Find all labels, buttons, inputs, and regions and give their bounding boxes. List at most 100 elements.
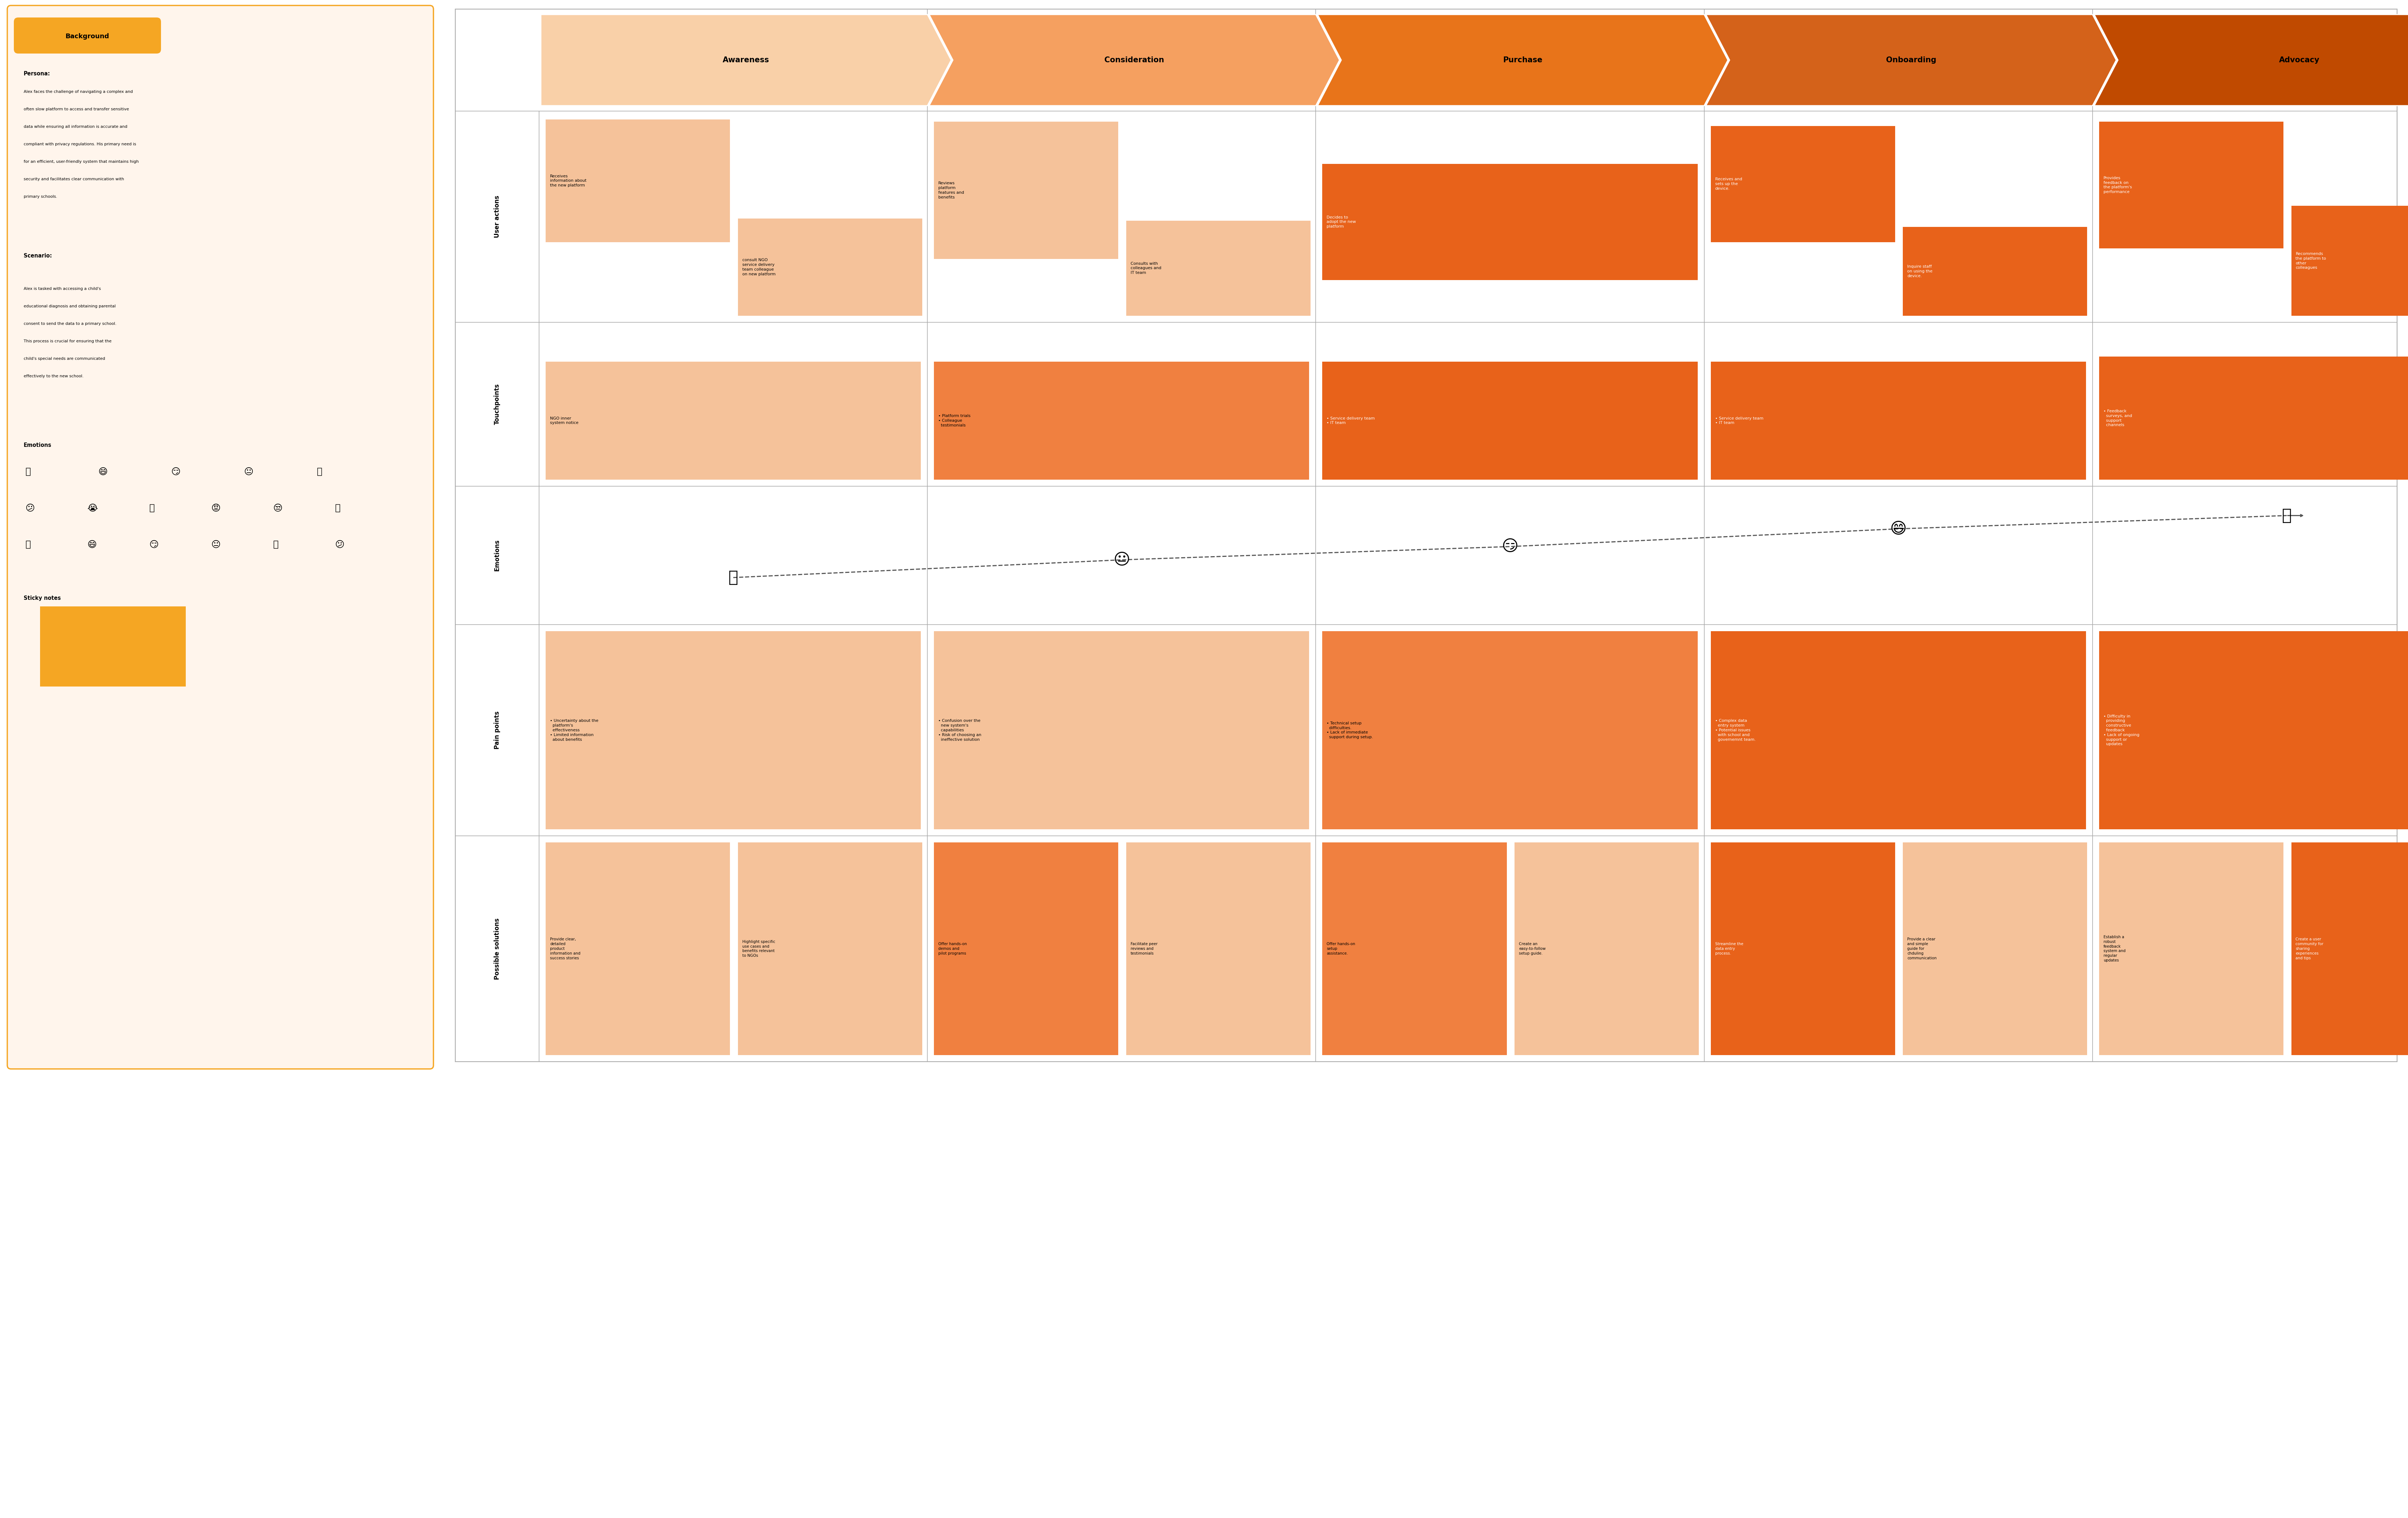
Text: Alex is tasked with accessing a child's: Alex is tasked with accessing a child's (24, 287, 101, 290)
Text: data while ensuring all information is accurate and: data while ensuring all information is a… (24, 124, 128, 129)
Text: 😄: 😄 (1890, 521, 1907, 537)
Text: Streamline the
data entry
process.: Streamline the data entry process. (1714, 943, 1743, 955)
Text: Background: Background (65, 33, 108, 39)
Text: 😡: 😡 (212, 504, 222, 513)
Bar (737, 842, 922, 1055)
Text: for an efficient, user-friendly system that maintains high: for an efficient, user-friendly system t… (24, 159, 140, 164)
Text: Establish a
robust
feedback
system and
regular
updates: Establish a robust feedback system and r… (2105, 935, 2126, 962)
Bar (1902, 228, 2088, 316)
Text: 😏: 😏 (1503, 539, 1519, 554)
Text: 😏: 😏 (171, 468, 181, 477)
Text: • Service delivery team
• IT team: • Service delivery team • IT team (1714, 416, 1763, 425)
Text: Provide a clear
and simple
guide for
chduling
communication: Provide a clear and simple guide for chd… (1907, 938, 1936, 959)
Text: Scenario:: Scenario: (24, 254, 53, 258)
Text: • Uncertainty about the
  platform's
  effectiveness
• Limited information
  abo: • Uncertainty about the platform's effec… (549, 720, 600, 741)
Bar (2292, 842, 2408, 1055)
Bar (1902, 842, 2088, 1055)
Bar (2100, 357, 2408, 480)
Text: • Complex data
  entry system
• Potential issues
  with school and
  governemnt : • Complex data entry system • Potential … (1714, 720, 1755, 741)
Text: Alex faces the challenge of navigating a complex and: Alex faces the challenge of navigating a… (24, 90, 132, 94)
Bar (1322, 631, 1698, 829)
Polygon shape (1705, 15, 2117, 106)
Bar (1710, 126, 1895, 241)
Text: • Feedback
  surveys, and
  support
  channels: • Feedback surveys, and support channels (2105, 410, 2131, 427)
Text: 🤩: 🤩 (26, 468, 31, 477)
Bar (1710, 842, 1895, 1055)
Text: 😐: 😐 (243, 468, 253, 477)
Text: Facilitate peer
reviews and
testimonials: Facilitate peer reviews and testimonials (1132, 943, 1158, 955)
Bar (934, 121, 1117, 260)
Text: Purchase: Purchase (1503, 56, 1544, 64)
Bar (934, 361, 1310, 480)
Text: Consideration: Consideration (1105, 56, 1163, 64)
Bar (2100, 842, 2283, 1055)
Bar (1127, 842, 1310, 1055)
Text: • Technical setup
  difficulties.
• Lack of immediate
  support during setup.: • Technical setup difficulties. • Lack o… (1327, 721, 1373, 739)
Text: educational diagnosis and obtaining parental: educational diagnosis and obtaining pare… (24, 305, 116, 308)
Text: consult NGO
service delivery
team colleague
on new platform: consult NGO service delivery team collea… (742, 258, 775, 276)
Text: Highlight specific
use cases and
benefits relevant
to NGOs: Highlight specific use cases and benefit… (742, 940, 775, 958)
Text: Create a user
community for
sharing
experiences
and tips: Create a user community for sharing expe… (2295, 938, 2324, 959)
FancyBboxPatch shape (7, 6, 433, 1069)
Text: Inquire staff
on using the
device.: Inquire staff on using the device. (1907, 266, 1934, 278)
Text: often slow platform to access and transfer sensitive: often slow platform to access and transf… (24, 108, 130, 111)
FancyBboxPatch shape (14, 18, 161, 53)
Text: effectively to the new school.: effectively to the new school. (24, 375, 84, 378)
Text: Receives
information about
the new platform: Receives information about the new platf… (549, 175, 588, 187)
Text: Onboarding: Onboarding (1885, 56, 1936, 64)
Text: Sticky notes: Sticky notes (24, 595, 60, 601)
Text: Emotions: Emotions (24, 443, 51, 448)
Bar (455, 9, 2396, 1061)
Text: Receives and
sets up the
device.: Receives and sets up the device. (1714, 178, 1741, 190)
Text: Offer hands-on
setup
assistance.: Offer hands-on setup assistance. (1327, 943, 1356, 955)
Text: 😏: 😏 (149, 540, 159, 550)
Text: security and facilitates clear communication with: security and facilitates clear communica… (24, 178, 125, 181)
Bar (2100, 121, 2283, 249)
Text: 😕: 😕 (26, 504, 36, 513)
Text: • Confusion over the
  new system's
  capabilities
• Risk of choosing an
  ineff: • Confusion over the new system's capabi… (939, 720, 982, 741)
Text: • Platform trials
• Colleague
  testimonials: • Platform trials • Colleague testimonia… (939, 414, 970, 427)
Text: 🤯: 🤯 (149, 504, 154, 513)
Text: NGO inner
system notice: NGO inner system notice (549, 416, 578, 425)
Bar (1710, 361, 2085, 480)
Text: Pain points: Pain points (494, 712, 501, 750)
Text: Recommends
the platform to
other
colleagues: Recommends the platform to other colleag… (2295, 252, 2326, 270)
Text: Advocacy: Advocacy (2278, 56, 2319, 64)
Text: Persona:: Persona: (24, 71, 51, 76)
Text: 🤔: 🤔 (727, 569, 739, 586)
Bar (1710, 631, 2085, 829)
Bar (1515, 842, 1700, 1055)
Text: Touchpoints: Touchpoints (494, 384, 501, 425)
Text: Create an
easy-to-follow
setup guide.: Create an easy-to-follow setup guide. (1519, 943, 1546, 955)
Text: Emotions: Emotions (494, 539, 501, 571)
Bar (1322, 842, 1507, 1055)
Bar (1322, 361, 1698, 480)
Text: Provide clear,
detailed
product
information and
success stories: Provide clear, detailed product informat… (549, 938, 580, 959)
Bar (1322, 164, 1698, 281)
Text: child's special needs are communicated: child's special needs are communicated (24, 357, 106, 361)
Text: Awareness: Awareness (722, 56, 768, 64)
Text: This process is crucial for ensuring that the: This process is crucial for ensuring tha… (24, 340, 111, 343)
Bar (547, 631, 920, 829)
Text: Provides
feedback on
the platform's
performance: Provides feedback on the platform's perf… (2105, 176, 2131, 194)
Text: compliant with privacy regulations. His primary need is: compliant with privacy regulations. His … (24, 143, 137, 146)
Text: • Service delivery team
• IT team: • Service delivery team • IT team (1327, 416, 1375, 425)
Text: Consults with
colleagues and
IT team: Consults with colleagues and IT team (1132, 261, 1161, 275)
Bar (2100, 631, 2408, 829)
Text: 🤔: 🤔 (272, 540, 279, 550)
Text: Offer hands-on
demos and
pilot programs: Offer hands-on demos and pilot programs (939, 943, 968, 955)
Text: 😭: 😭 (87, 504, 99, 513)
Text: 😒: 😒 (272, 504, 282, 513)
Text: 🙁: 🙁 (335, 504, 340, 513)
Bar (547, 120, 730, 241)
Polygon shape (929, 15, 1339, 106)
Bar (934, 842, 1117, 1055)
Text: • Difficulty in
  providing
  constructive
  feedback
• Lack of ongoing
  suppor: • Difficulty in providing constructive f… (2105, 715, 2138, 745)
Text: 😄: 😄 (87, 540, 96, 550)
Text: 😐: 😐 (212, 540, 222, 550)
Text: 🤩: 🤩 (2283, 507, 2292, 524)
Polygon shape (2095, 15, 2408, 106)
Bar (1127, 220, 1310, 316)
Text: 😄: 😄 (99, 468, 108, 477)
Text: Decides to
adopt the new
platform: Decides to adopt the new platform (1327, 216, 1356, 229)
